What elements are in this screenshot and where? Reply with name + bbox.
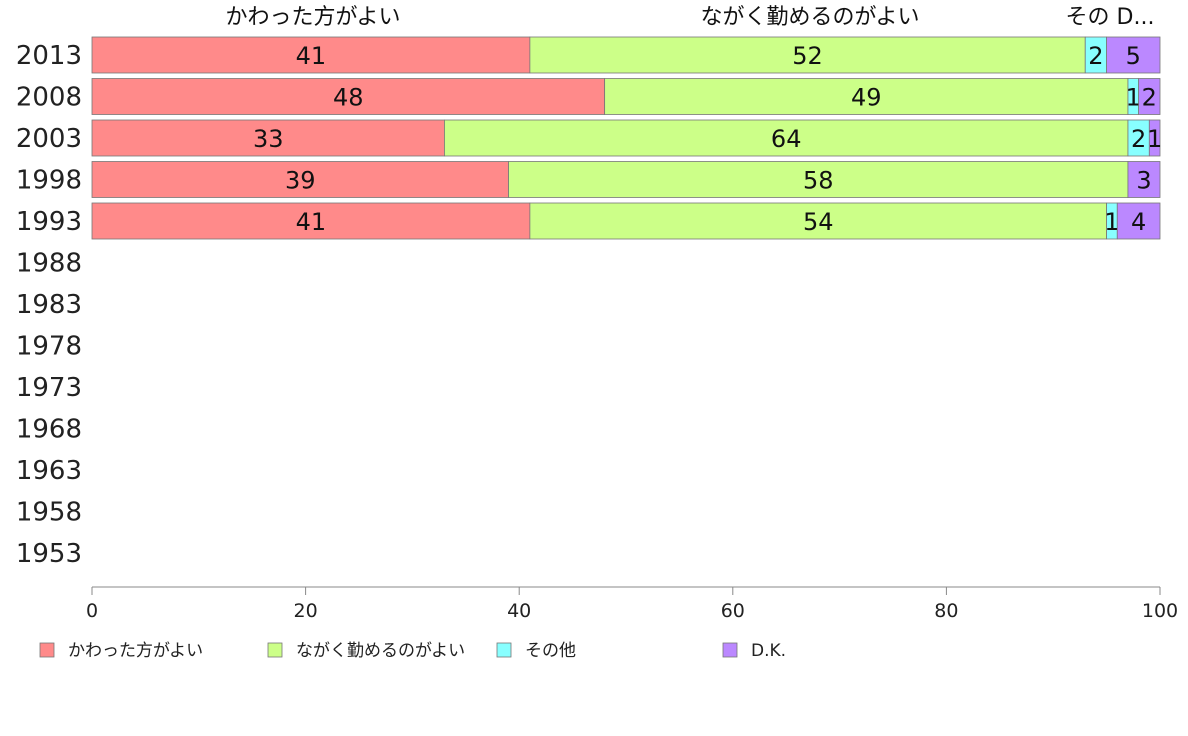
x-axis: 0 20 40 60 80 100	[86, 586, 1178, 622]
y-tick-label: 1988	[16, 249, 82, 279]
top-series-labels: かわった方がよい ながく勤めるのがよい その D...	[226, 5, 1155, 30]
bar-value-label: 2	[1131, 125, 1146, 153]
bar-segment	[91, 202, 531, 240]
y-tick-label: 2013	[16, 41, 82, 71]
legend-swatch	[267, 642, 283, 658]
bar-value-label: 1	[1104, 208, 1119, 236]
y-tick-label: 1963	[16, 456, 82, 486]
bar-segment	[1127, 161, 1161, 198]
bar-value-label: 1	[1126, 84, 1141, 112]
bar-value-label: 39	[285, 167, 316, 195]
bar-value-label: 49	[851, 84, 882, 112]
bar-value-label: 2	[1088, 42, 1103, 70]
bar-segment	[1148, 119, 1161, 157]
bar-value-label: 41	[296, 208, 327, 236]
y-tick-label: 1983	[16, 290, 82, 320]
legend-swatch	[39, 642, 55, 658]
bar-value-label: 3	[1136, 167, 1151, 195]
bar-value-label: 41	[296, 42, 327, 70]
y-tick-label: 2008	[16, 83, 82, 113]
y-axis-tick-labels: 2013 2008 2003 1998 1993 1988 1983 1978 1973 1968…	[16, 41, 82, 569]
bar-value-label: 54	[803, 208, 834, 236]
y-tick-label: 1953	[16, 539, 82, 569]
legend: かわった方がよい ながく勤めるのがよい その他 D.K.	[39, 641, 786, 661]
bar-value-label: 52	[792, 42, 823, 70]
top-series-label: その D...	[1066, 5, 1155, 30]
bar-segment	[1116, 202, 1161, 240]
bar-value-label: 1	[1147, 125, 1162, 153]
x-tick-label: 40	[507, 600, 531, 622]
bar-value-label: 58	[803, 167, 834, 195]
bar-segment	[91, 78, 606, 115]
x-tick-label: 20	[294, 600, 318, 622]
bar-value-label: 33	[253, 125, 284, 153]
y-tick-label: 1998	[16, 166, 82, 196]
bar-segment	[91, 161, 509, 198]
legend-label: その他	[525, 641, 576, 661]
bar-value-label: 5	[1126, 42, 1141, 70]
x-tick-label: 80	[934, 600, 958, 622]
bar-value-label: 2	[1142, 84, 1157, 112]
y-tick-label: 1958	[16, 498, 82, 528]
bar-value-label: 4	[1131, 208, 1146, 236]
bar-value-label: 64	[771, 125, 802, 153]
bar-segment	[91, 119, 445, 157]
bar-value-label: 48	[333, 84, 364, 112]
top-series-label: ながく勤めるのがよい	[701, 5, 920, 30]
x-tick-label: 0	[86, 600, 98, 622]
x-tick-label: 60	[721, 600, 745, 622]
bar-segment	[508, 161, 1129, 198]
legend-swatch	[496, 642, 512, 658]
legend-swatch	[722, 642, 738, 658]
legend-label: ながく勤めるのがよい	[296, 641, 465, 661]
y-tick-label: 1978	[16, 332, 82, 362]
bars: 41 52 2 548 49 1 233 64 2 139 58 341 54 1 4	[91, 36, 1162, 240]
y-tick-label: 1993	[16, 207, 82, 237]
bar-segment	[529, 202, 1107, 240]
bar-segment	[91, 36, 531, 74]
y-tick-label: 1968	[16, 415, 82, 445]
x-tick-label: 100	[1142, 600, 1178, 622]
legend-label: かわった方がよい	[68, 641, 203, 661]
y-tick-label: 2003	[16, 124, 82, 154]
legend-label: D.K.	[751, 641, 786, 661]
bar-segment	[604, 78, 1129, 115]
y-tick-label: 1973	[16, 373, 82, 403]
top-series-label: かわった方がよい	[226, 5, 401, 30]
bar-segment	[1138, 78, 1161, 115]
bar-segment	[1106, 36, 1161, 74]
bar-segment	[529, 36, 1086, 74]
